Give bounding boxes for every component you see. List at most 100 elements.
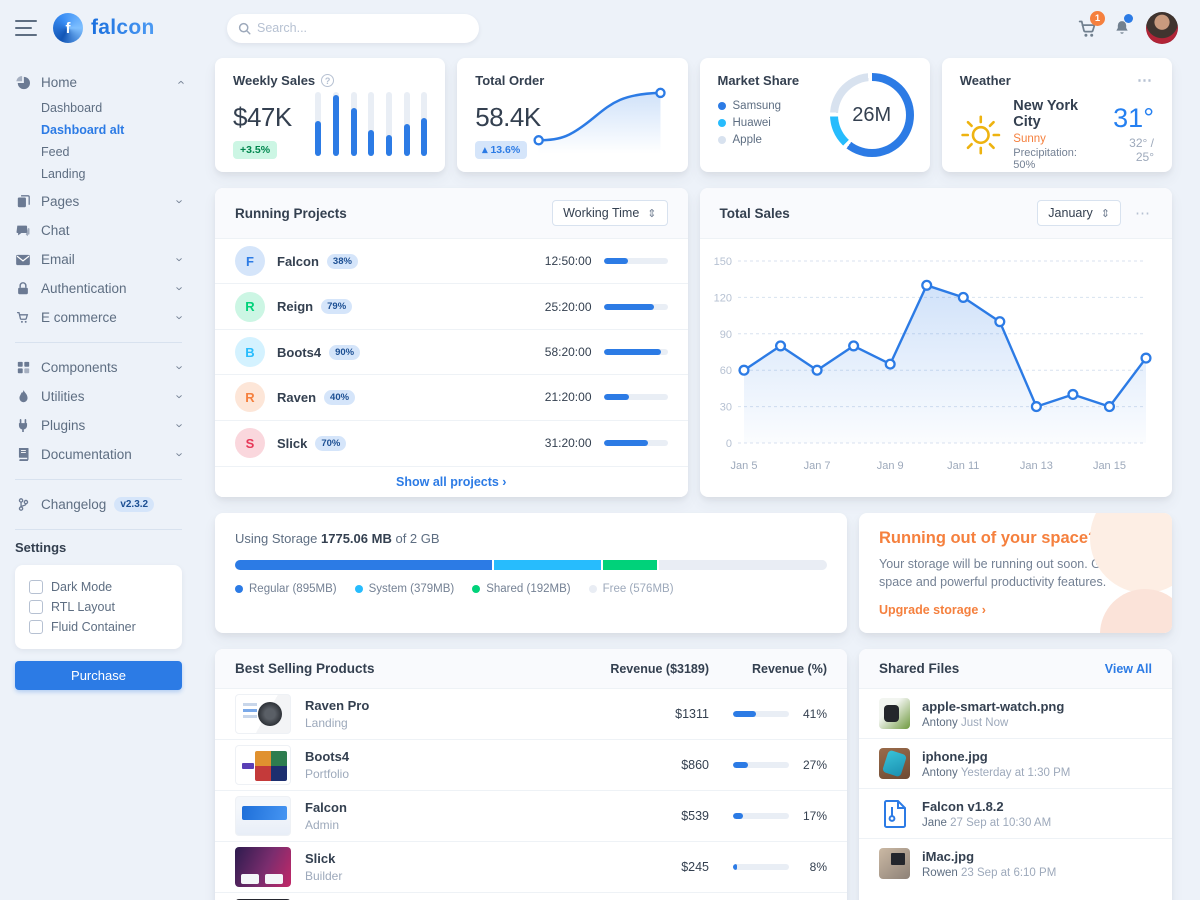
legend-dot xyxy=(588,585,597,593)
sidebar-item-landing[interactable]: Landing xyxy=(41,167,86,181)
code-branch-icon xyxy=(15,498,31,511)
brand-logo[interactable]: f falcon xyxy=(53,13,205,43)
user-avatar[interactable] xyxy=(1146,12,1178,44)
file-row: Falcon v1.8.2 Jane 27 Sep at 10:30 AM xyxy=(859,788,1172,838)
promo-title: Running out of your space? xyxy=(879,529,1099,547)
show-all-projects-link[interactable]: Show all projects › xyxy=(215,466,688,497)
sidebar-item-feed[interactable]: Feed xyxy=(41,145,70,159)
sidebar-item-home[interactable]: Home › xyxy=(15,68,187,97)
bell-icon xyxy=(1116,20,1128,34)
sidebar-item-plugins[interactable]: Plugins › xyxy=(15,411,187,440)
project-progress-badge: 40% xyxy=(324,389,356,405)
storage-card: Using Storage 1775.06 MB of 2 GB Regular… xyxy=(215,513,847,633)
sidebar-item-authentication[interactable]: Authentication › xyxy=(15,274,187,303)
more-menu-icon[interactable]: ⋯ xyxy=(1137,72,1154,89)
product-pct: 27% xyxy=(802,758,827,772)
svg-text:90: 90 xyxy=(719,329,731,341)
product-name[interactable]: Slick xyxy=(305,851,336,866)
project-name[interactable]: Falcon xyxy=(277,253,319,269)
upgrade-storage-link[interactable]: Upgrade storage › xyxy=(879,603,986,618)
option-label: Dark Mode xyxy=(51,580,113,594)
product-category: Admin xyxy=(305,818,340,832)
purchase-button[interactable]: Purchase xyxy=(15,661,182,690)
product-name[interactable]: Falcon xyxy=(305,800,347,815)
help-icon[interactable]: ? xyxy=(321,74,335,87)
sidebar-item-dashboard[interactable]: Dashboard xyxy=(41,101,103,115)
file-name[interactable]: iphone.jpg xyxy=(922,748,988,764)
chat-icon xyxy=(15,224,31,237)
revenue-bar xyxy=(733,762,789,768)
storage-title: Using Storage 1775.06 MB of 2 GB xyxy=(235,531,440,546)
chevron-down-icon[interactable]: › xyxy=(172,257,188,262)
notifications-button[interactable] xyxy=(1112,13,1133,39)
falcon-logo-icon: f xyxy=(53,13,83,43)
project-time: 12:50:00 xyxy=(544,254,592,269)
product-pct: 41% xyxy=(802,707,827,721)
product-name[interactable]: Boots4 xyxy=(305,749,350,764)
chevron-down-icon[interactable]: › xyxy=(172,394,188,399)
card-title: Total Sales xyxy=(719,205,790,221)
search-input[interactable] xyxy=(227,13,479,43)
chevron-down-icon[interactable]: › xyxy=(172,365,188,370)
sidebar-item-documentation[interactable]: Documentation › xyxy=(15,440,187,469)
sidebar-item-pages[interactable]: Pages › xyxy=(15,187,187,216)
chevron-down-icon[interactable]: › xyxy=(172,286,188,291)
plug-icon xyxy=(15,419,31,432)
market-share-card: Market Share Samsung Huawei Apple 26M xyxy=(699,58,930,172)
project-name[interactable]: Raven xyxy=(277,389,317,405)
rtl-layout-checkbox[interactable] xyxy=(29,600,43,614)
storage-legend: Regular (895MB) System (379MB) Shared (1… xyxy=(235,583,827,595)
sidebar-item-components[interactable]: Components › xyxy=(15,353,187,382)
hamburger-menu-icon[interactable] xyxy=(15,20,37,36)
working-time-select[interactable]: Working Time ⇕ xyxy=(552,200,668,226)
card-title: Shared Files xyxy=(879,661,960,676)
pie-chart-icon xyxy=(15,75,31,90)
sidebar-item-chat[interactable]: Chat xyxy=(15,216,182,245)
market-share-legend: Samsung Huawei Apple xyxy=(717,100,912,146)
view-all-link[interactable]: View All xyxy=(1104,661,1152,676)
file-name[interactable]: iMac.jpg xyxy=(922,848,975,864)
month-select[interactable]: January ⇕ xyxy=(1037,200,1121,226)
product-name[interactable]: Raven Pro xyxy=(305,698,370,713)
product-thumbnail xyxy=(235,694,291,734)
revenue-bar xyxy=(733,813,789,819)
more-menu-icon[interactable]: ⋯ xyxy=(1135,204,1152,222)
legend-dot xyxy=(717,136,726,144)
chevron-down-icon[interactable]: › xyxy=(172,199,188,204)
sidebar-item-utilities[interactable]: Utilities › xyxy=(15,382,187,411)
fire-icon xyxy=(15,390,31,403)
card-title: Total Order xyxy=(475,73,545,88)
product-row: Falcon Admin $539 17% xyxy=(215,791,847,842)
total-order-card: Total Order 58.4K ▴ 13.6% xyxy=(457,58,688,172)
project-name[interactable]: Reign xyxy=(277,299,314,315)
file-thumbnail xyxy=(879,748,910,779)
file-row: apple-smart-watch.png Antony Just Now xyxy=(859,689,1172,738)
sidebar-item-dashboard-alt[interactable]: Dashboard alt xyxy=(41,123,125,137)
sidebar-item-changelog[interactable]: Changelog v2.3.2 xyxy=(15,490,182,519)
dark-mode-option: Dark Mode xyxy=(29,577,168,597)
sidebar-item-email[interactable]: Email › xyxy=(15,245,187,274)
fluid-container-checkbox[interactable] xyxy=(29,620,43,634)
chevron-down-icon[interactable]: › xyxy=(172,315,188,320)
svg-text:0: 0 xyxy=(725,438,731,450)
project-row: R Raven 40% 21:20:00 xyxy=(215,375,688,421)
chevron-up-icon[interactable]: › xyxy=(172,80,188,85)
main-content: Weekly Sales ? $47K +3.5% Total Order 58… xyxy=(200,56,1200,900)
sidebar-item-ecommerce[interactable]: E commerce › xyxy=(15,303,187,332)
chevron-down-icon[interactable]: › xyxy=(172,452,188,457)
project-name[interactable]: Slick xyxy=(277,435,308,451)
weather-range: 32° / 25° xyxy=(1129,136,1154,164)
project-name[interactable]: Boots4 xyxy=(277,344,322,360)
chevron-down-icon[interactable]: › xyxy=(172,423,188,428)
project-progress-badge: 79% xyxy=(321,299,353,315)
progress-bar xyxy=(603,440,668,447)
market-share-donut-chart: 26M xyxy=(829,73,914,157)
envelope-icon xyxy=(15,254,31,266)
file-name[interactable]: Falcon v1.8.2 xyxy=(922,798,1004,814)
total-order-sparkline xyxy=(532,87,666,154)
product-category: Portfolio xyxy=(305,767,350,781)
dark-mode-checkbox[interactable] xyxy=(29,580,43,594)
file-name[interactable]: apple-smart-watch.png xyxy=(922,698,1065,714)
cart-button[interactable]: 1 xyxy=(1077,10,1105,39)
product-row: Raven Pro Landing $1311 41% xyxy=(215,689,847,740)
